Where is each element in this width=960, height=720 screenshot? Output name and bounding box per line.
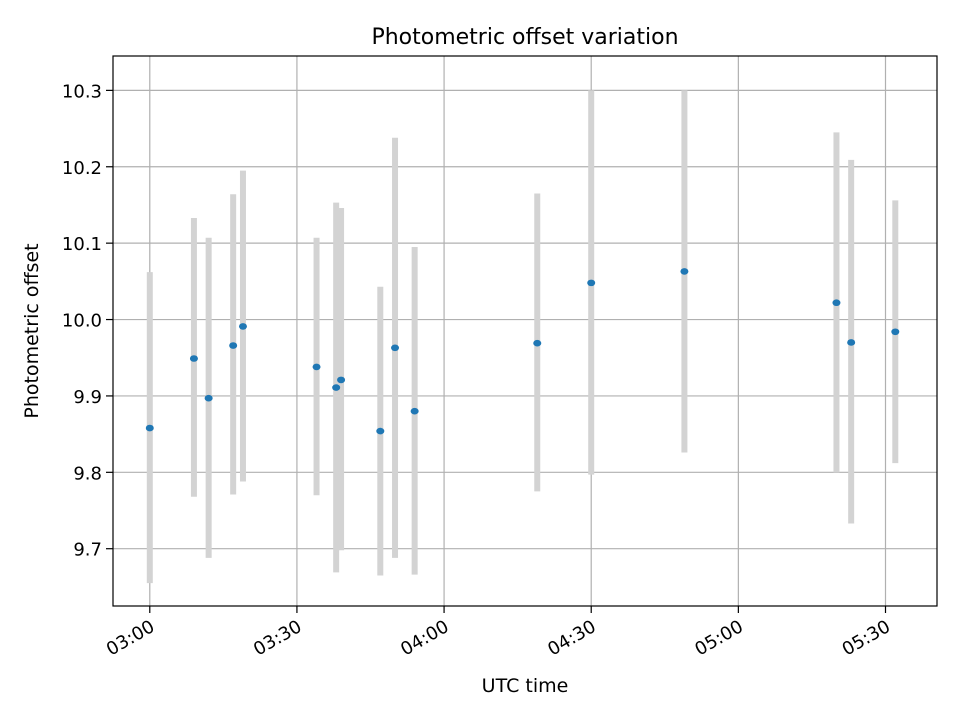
data-point [238,323,247,330]
y-tick-label: 10.2 [62,158,102,179]
y-tick-label: 10.3 [62,81,102,102]
plot-frame [112,55,938,607]
y-tick-label: 9.9 [73,387,102,408]
y-tick-label: 10.0 [62,311,102,332]
data-point [891,328,900,336]
data-point [145,424,154,432]
data-point [189,355,198,362]
data-point [204,394,213,402]
data-point [332,384,341,391]
grid-lines [113,56,937,606]
data-point [832,299,841,307]
y-tick-label: 9.7 [73,540,102,561]
data-point [391,344,400,352]
y-tick-label: 10.1 [62,234,102,255]
data-point [410,407,419,415]
y-axis-label: Photometric offset [21,243,43,418]
data-point [229,342,238,349]
data-points [145,268,900,435]
y-axis-ticks: 9.7 9.8 9.9 10.0 10.1 10.2 10.3 [62,81,113,561]
data-point [337,376,346,384]
data-point [680,268,689,275]
chart-title: Photometric offset variation [371,25,678,50]
data-point [587,279,596,287]
data-point [376,427,385,435]
data-point [312,363,321,371]
data-point [847,339,856,346]
x-axis-label: UTC time [482,675,569,697]
data-point [533,339,542,347]
y-tick-label: 9.8 [73,463,102,484]
